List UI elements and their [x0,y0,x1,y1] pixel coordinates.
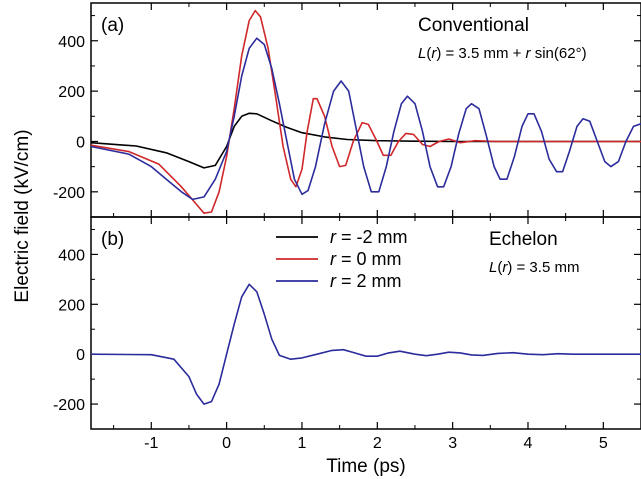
x-axis-label: Time (ps) [326,456,406,477]
y-axis-label: Electric field (kV/cm) [12,129,33,302]
x-tick-label: 2 [373,435,382,452]
y-tick-label-b: 0 [76,347,85,364]
panel-tag-b: (b) [101,229,124,250]
x-tick-label: -1 [144,435,158,452]
series-layer [90,9,641,405]
y-tick-label-a: -200 [53,185,85,202]
series-line-a-2 [90,37,641,201]
series-line-a-0 [90,112,641,169]
legend-label: r = 2 mm [330,271,402,291]
plot-frame-b [90,216,641,430]
panel-title-a: Conventional [418,15,529,36]
panel-tag-a: (a) [101,15,124,36]
y-tick-label-b: -200 [53,397,85,414]
series-line-b-0 [90,283,641,405]
series-line-a-1 [90,9,641,214]
y-tick-label-a: 200 [58,84,85,101]
x-tick-label: 3 [448,435,457,452]
x-tick-label: 4 [524,435,533,452]
x-tick-label: 1 [298,435,307,452]
y-tick-label-b: 200 [58,297,85,314]
panel-note-b: L(r) = 3.5 mm [489,259,579,276]
x-tick-label: 5 [599,435,608,452]
y-tick-label-a: 400 [58,34,85,51]
legend-label: r = -2 mm [330,227,408,247]
y-tick-label-a: 0 [76,134,85,151]
x-tick-label: 0 [222,435,231,452]
tick-layer [91,3,641,429]
legend-label: r = 0 mm [330,249,402,269]
y-tick-label-b: 400 [58,247,85,264]
panel-note-a: L(r) = 3.5 mm + r sin(62°) [418,45,587,62]
legend-box [272,226,444,298]
panel-title-b: Echelon [489,229,558,250]
legend: r = -2 mmr = 0 mmr = 2 mm [272,226,444,298]
